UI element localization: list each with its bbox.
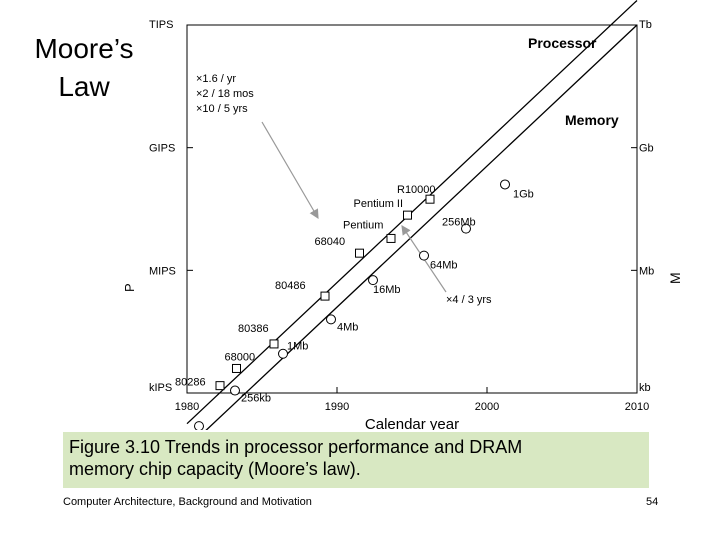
x-axis-label: Calendar year [365, 416, 459, 430]
processor-point-label: 80486 [275, 280, 306, 292]
memory-point-marker [230, 385, 240, 396]
memory-point-marker [278, 348, 288, 359]
figure-caption: Figure 3.10 Trends in processor performa… [63, 432, 649, 488]
memory-point-marker [500, 179, 510, 190]
processor-rate-arrow [261, 121, 319, 220]
x-tick-label: 2010 [625, 401, 649, 413]
processor-point-marker [215, 381, 225, 391]
footer-course-title: Computer Architecture, Background and Mo… [63, 496, 312, 508]
right-tick-label: kb [639, 382, 651, 394]
left-tick-label: TIPS [149, 19, 173, 31]
processor-point-marker [355, 248, 364, 258]
chart-text: 1980 1990 2000 2010 kIPS MIPS GIPS TIPS kb Mb Gb Tb… [122, 19, 683, 430]
memory-point-label: 1Gb [513, 188, 534, 200]
processor-point-marker [403, 210, 412, 220]
processor-point-marker [425, 194, 435, 204]
caption-line-1: Figure 3.10 Trends in processor performa… [69, 437, 523, 457]
memory-point-label: 256Mb [442, 217, 476, 229]
right-axis-label: M [667, 272, 683, 284]
memory-point-label: 256kb [241, 393, 271, 405]
right-tick-label: Mb [639, 265, 654, 277]
x-tick-label: 1980 [175, 401, 199, 413]
plot-border [186, 24, 638, 394]
footer-page-number: 54 [646, 496, 659, 508]
processor-point-label: 68040 [315, 236, 346, 248]
plot-frame [186, 24, 638, 394]
data-points [194, 179, 510, 430]
processor-line-label: Processor [528, 35, 597, 51]
x-tick-label: 2000 [475, 401, 499, 413]
slide-title: Moore’s Law [10, 30, 158, 106]
processor-growth-rate: ×1.6 / yr [196, 73, 236, 85]
moores-law-chart: 1980 1990 2000 2010 kIPS MIPS GIPS TIPS kb Mb Gb Tb… [122, 0, 683, 430]
memory-point-marker [419, 250, 429, 261]
memory-point-marker [194, 421, 204, 430]
processor-point-marker [269, 339, 279, 349]
memory-growth-rate: ×4 / 3 yrs [446, 294, 492, 306]
processor-point-label: 68000 [225, 351, 256, 363]
caption-line-2: memory chip capacity (Moore’s law). [69, 459, 361, 479]
memory-point-label: 64Mb [430, 260, 458, 272]
processor-point-label: R10000 [397, 184, 436, 196]
right-tick-label: Gb [639, 143, 654, 155]
left-tick-label: GIPS [149, 143, 175, 155]
processor-point-label: Pentium II [354, 198, 404, 210]
processor-point-marker [232, 363, 241, 373]
memory-point-marker [461, 223, 471, 234]
processor-point-marker [320, 291, 330, 301]
slide-title-line2: Law [58, 71, 110, 102]
memory-point-label: 4Mb [337, 321, 358, 333]
memory-point-marker [326, 314, 336, 325]
memory-point-marker [368, 275, 378, 286]
trend-line-memory [205, 24, 638, 430]
left-axis-label: P [122, 283, 137, 292]
left-tick-label: kIPS [149, 382, 172, 394]
left-tick-label: MIPS [149, 265, 176, 277]
processor-point-marker [386, 233, 396, 243]
processor-point-label: 80286 [175, 377, 206, 389]
right-tick-label: Tb [639, 19, 652, 31]
processor-growth-rate: ×2 / 18 mos [196, 88, 254, 100]
memory-point-label: 64kb [203, 429, 227, 430]
x-tick-label: 1990 [325, 401, 349, 413]
processor-point-label: Pentium [343, 219, 383, 231]
processor-point-label: 80386 [238, 323, 269, 335]
memory-point-label: 1Mb [287, 341, 308, 353]
memory-point-label: 16Mb [373, 284, 401, 296]
memory-line-label: Memory [565, 112, 619, 128]
processor-growth-rate: ×10 / 5 yrs [196, 103, 248, 115]
slide-title-line1: Moore’s [34, 33, 134, 64]
